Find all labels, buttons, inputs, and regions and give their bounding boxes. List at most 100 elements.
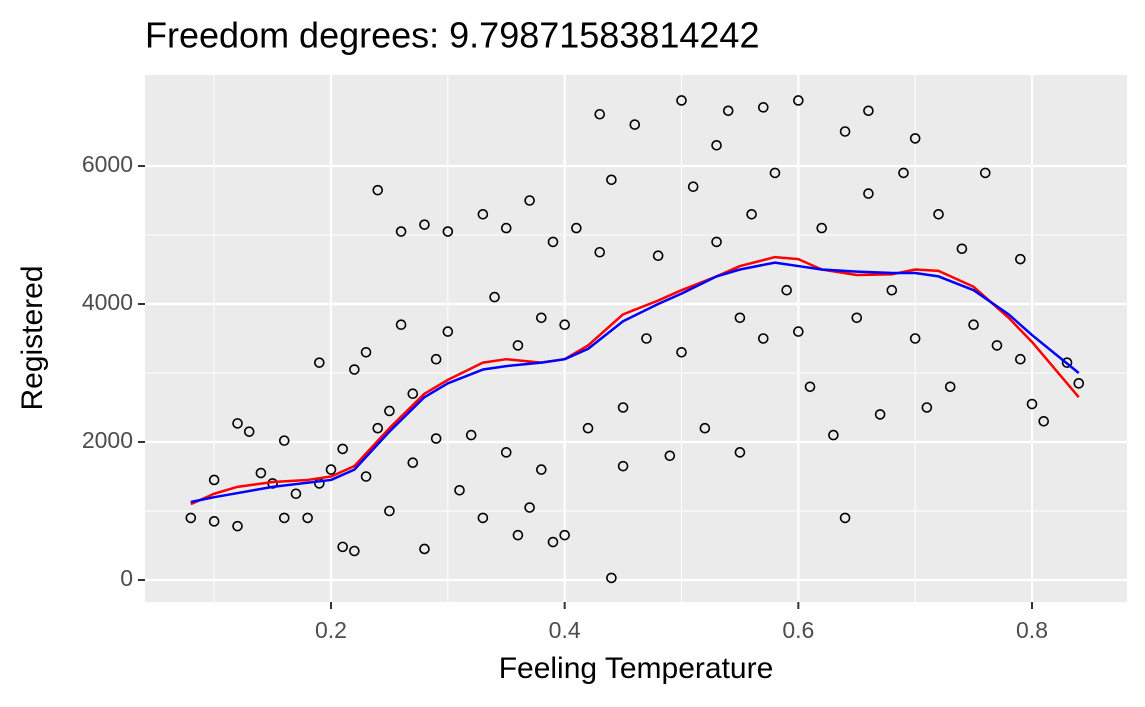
point bbox=[255, 467, 267, 479]
point bbox=[372, 184, 384, 196]
point bbox=[617, 460, 629, 472]
point bbox=[933, 209, 944, 220]
x-tick-label: 0.2 bbox=[315, 617, 347, 643]
point bbox=[1061, 357, 1073, 368]
point bbox=[594, 246, 606, 258]
point bbox=[547, 236, 559, 248]
point bbox=[465, 429, 477, 441]
x-tick-label: 0.6 bbox=[782, 617, 814, 643]
point bbox=[1026, 398, 1038, 410]
y-tick-label: 6000 bbox=[82, 151, 133, 177]
point bbox=[559, 529, 570, 541]
point bbox=[442, 326, 454, 337]
point bbox=[442, 226, 454, 237]
point bbox=[314, 357, 325, 368]
point bbox=[863, 105, 874, 117]
point bbox=[384, 505, 395, 517]
point bbox=[606, 572, 617, 584]
point bbox=[699, 422, 711, 434]
point bbox=[664, 450, 676, 462]
point bbox=[828, 429, 839, 441]
point bbox=[886, 284, 898, 296]
point bbox=[594, 108, 606, 120]
point bbox=[489, 291, 500, 303]
point bbox=[851, 312, 863, 324]
point bbox=[582, 422, 594, 434]
point bbox=[407, 388, 419, 399]
point bbox=[500, 222, 512, 234]
point bbox=[676, 95, 687, 106]
point bbox=[968, 319, 979, 331]
point bbox=[909, 333, 921, 344]
point bbox=[360, 471, 372, 482]
point bbox=[407, 457, 419, 468]
point bbox=[956, 243, 968, 255]
point bbox=[1015, 353, 1026, 365]
point bbox=[676, 346, 687, 358]
point bbox=[991, 340, 1003, 351]
point bbox=[395, 319, 407, 331]
point bbox=[734, 312, 746, 324]
point bbox=[208, 474, 220, 486]
point bbox=[349, 364, 360, 375]
y-tick-label: 2000 bbox=[82, 427, 133, 453]
point bbox=[500, 447, 512, 458]
panel bbox=[145, 75, 1127, 602]
point bbox=[290, 488, 302, 500]
point bbox=[769, 167, 781, 179]
x-tick-label: 0.8 bbox=[1016, 617, 1048, 643]
point bbox=[278, 435, 290, 446]
point bbox=[839, 126, 851, 137]
point bbox=[547, 536, 559, 548]
point bbox=[606, 174, 617, 186]
point bbox=[746, 209, 757, 220]
point bbox=[419, 219, 430, 230]
point bbox=[571, 222, 582, 234]
point bbox=[711, 236, 722, 248]
point bbox=[337, 541, 348, 553]
point bbox=[208, 516, 220, 527]
point bbox=[816, 222, 828, 234]
point bbox=[921, 402, 933, 413]
chart-title: Freedom degrees: 9.79871583814242 bbox=[145, 15, 759, 56]
point bbox=[430, 353, 442, 365]
point bbox=[536, 312, 547, 324]
point bbox=[1073, 378, 1085, 389]
smooth-line bbox=[190, 261, 1080, 504]
point bbox=[512, 340, 524, 351]
point bbox=[757, 333, 769, 344]
point bbox=[909, 133, 921, 144]
point bbox=[687, 181, 699, 193]
point bbox=[1038, 415, 1049, 427]
point bbox=[477, 512, 489, 524]
point bbox=[874, 409, 886, 420]
point bbox=[793, 95, 804, 106]
point bbox=[512, 529, 524, 541]
point bbox=[944, 381, 956, 393]
point bbox=[536, 464, 547, 475]
point bbox=[337, 443, 348, 455]
point bbox=[419, 543, 430, 555]
point bbox=[232, 520, 243, 532]
point bbox=[734, 447, 746, 458]
point bbox=[477, 209, 489, 220]
point bbox=[863, 188, 874, 199]
point bbox=[430, 433, 442, 444]
point bbox=[384, 405, 395, 417]
point bbox=[641, 333, 652, 344]
point bbox=[898, 167, 909, 179]
point bbox=[349, 545, 360, 557]
smooth-line bbox=[190, 255, 1080, 506]
point bbox=[185, 512, 197, 524]
y-tick-label: 0 bbox=[120, 565, 133, 591]
point bbox=[278, 512, 290, 524]
point bbox=[617, 402, 629, 413]
point bbox=[804, 381, 816, 393]
point bbox=[372, 422, 384, 434]
point bbox=[360, 346, 372, 358]
y-tick-label: 4000 bbox=[82, 289, 133, 315]
point bbox=[524, 502, 535, 513]
point bbox=[395, 226, 407, 237]
